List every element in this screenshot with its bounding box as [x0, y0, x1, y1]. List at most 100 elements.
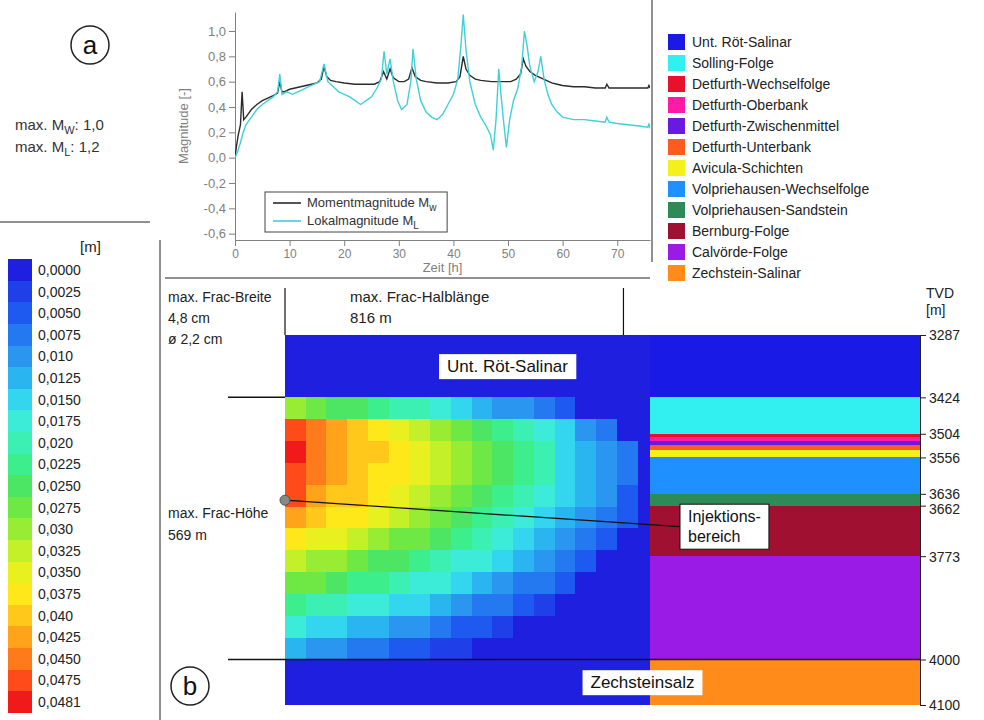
half-length-marker: [623, 288, 624, 335]
heatmap-cell: [596, 550, 617, 572]
heatmap-cell: [617, 638, 638, 660]
tick-mark: [235, 240, 236, 246]
tick-label: -0,6: [204, 226, 226, 241]
heatmap-cell: [596, 616, 617, 638]
heatmap-cell: [326, 419, 347, 441]
colorbar-block: [8, 497, 32, 519]
y-axis-tick: 1,0: [208, 24, 235, 39]
heatmap-cell: [389, 528, 410, 550]
heatmap-cell: [472, 397, 493, 419]
heatmap-cell: [368, 638, 389, 660]
legend-label: Detfurth-Unterbank: [692, 139, 812, 155]
heatmap-cell: [347, 638, 368, 660]
half-length-marker: [284, 288, 285, 335]
heatmap-cell: [596, 463, 617, 485]
x-axis-tick: 30: [393, 240, 407, 261]
heatmap-cell: [451, 419, 472, 441]
colorbar-block: [8, 302, 32, 324]
legend-swatch: [668, 181, 685, 197]
colorbar-label: 0,0025: [38, 284, 81, 300]
heatmap-cell: [555, 397, 576, 419]
heatmap-cell: [285, 507, 306, 529]
legend-swatch: [668, 118, 685, 134]
legend-swatch: [273, 202, 301, 204]
tick-mark: [229, 132, 235, 133]
tick-label: -0,2: [204, 176, 226, 191]
heatmap-cell: [534, 594, 555, 616]
frac-bottom-line: [228, 659, 920, 661]
heatmap-cell: [347, 572, 368, 594]
tick-label: 0,6: [208, 74, 226, 89]
tick-label: 3773: [929, 549, 960, 565]
heatmap-cell: [472, 463, 493, 485]
heatmap-cell: [596, 485, 617, 507]
heatmap-cell: [534, 616, 555, 638]
heatmap-cell: [513, 638, 534, 660]
heatmap-cell: [451, 463, 472, 485]
heatmap-cell: [326, 616, 347, 638]
heatmap-cell: [575, 397, 596, 419]
heatmap-cell: [534, 441, 555, 463]
tick-label: 3556: [929, 450, 960, 466]
y-axis-tick: 0,4: [208, 100, 235, 115]
separator: [652, 0, 653, 262]
separator: [0, 222, 150, 223]
heatmap-cell: [451, 485, 472, 507]
heatmap-cell: [472, 638, 493, 660]
colorbar-label: 0,0475: [38, 672, 81, 688]
heatmap-cell: [617, 441, 638, 463]
x-axis-tick: 60: [556, 240, 570, 261]
heatmap-cell: [368, 594, 389, 616]
heatmap-cell: [285, 616, 306, 638]
tick-label: 3287: [929, 327, 960, 343]
colorbar-label: 0,0350: [38, 564, 81, 580]
heatmap-cell: [389, 485, 410, 507]
legend-label: Volpriehausen-Sandstein: [692, 202, 848, 218]
heatmap-cell: [409, 419, 430, 441]
text-part: : 1,2: [70, 138, 99, 155]
heatmap-cell: [596, 572, 617, 594]
heatmap-cell: [368, 441, 389, 463]
heatmap-cell: [513, 397, 534, 419]
heatmap-cell: [347, 419, 368, 441]
heatmap-cell: [451, 572, 472, 594]
tick-mark: [229, 183, 235, 184]
heatmap-cell: [596, 507, 617, 529]
heatmap-cell: [575, 441, 596, 463]
heatmap-cell: [513, 485, 534, 507]
tick-label: 60: [556, 247, 570, 261]
zone-label: Unt. Röt-Salinar: [439, 354, 576, 379]
heatmap-cell: [389, 594, 410, 616]
tick-mark: [920, 556, 926, 557]
heatmap-cell: [285, 550, 306, 572]
heatmap-cell: [492, 463, 513, 485]
heatmap-cell: [409, 616, 430, 638]
tick-label: 70: [611, 247, 625, 261]
heatmap-cell: [368, 528, 389, 550]
tick-label: 50: [502, 247, 516, 261]
heatmap-cell: [534, 572, 555, 594]
heatmap-cell: [555, 616, 576, 638]
heatmap-cell: [575, 572, 596, 594]
x-axis: 010203040506070: [232, 240, 650, 261]
zone-label-box: [439, 354, 576, 379]
heatmap-cell: [430, 441, 451, 463]
tick-label: 20: [338, 247, 352, 261]
heatmap-cell: [555, 441, 576, 463]
heatmap-cell: [285, 572, 306, 594]
tick-mark: [229, 208, 235, 209]
heatmap-cell: [285, 528, 306, 550]
heatmap-cell: [326, 528, 347, 550]
tick-label: 0,2: [208, 125, 226, 140]
layer: [650, 437, 920, 441]
heatmap-cell: [575, 419, 596, 441]
heatmap-cell: [430, 419, 451, 441]
layer: [650, 556, 920, 659]
tick-mark: [399, 240, 400, 246]
zone-label: Zechsteinsalz: [583, 670, 703, 695]
heatmap-cell: [451, 507, 472, 529]
tick-mark: [920, 659, 926, 660]
colorbar-block: [8, 518, 32, 540]
text-part: : 1,0: [75, 116, 104, 133]
tick-mark: [920, 506, 926, 507]
